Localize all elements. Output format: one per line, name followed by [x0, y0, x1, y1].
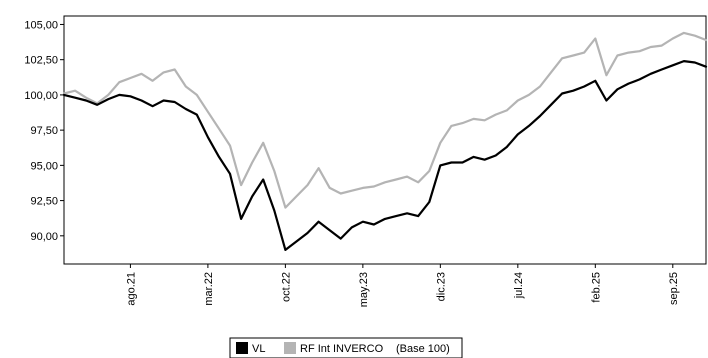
- legend-label-vl: VL: [252, 343, 265, 355]
- y-tick-label: 95,00: [30, 160, 58, 172]
- x-axis: ago.21 mar.22 oct.22 may.23 dic.23 jul.24 feb.…: [125, 264, 680, 307]
- y-tick-label: 90,00: [30, 231, 58, 243]
- plot-frame: [63, 15, 707, 265]
- x-tick-label: feb.25: [590, 272, 602, 303]
- x-tick-label: jul.24: [513, 272, 525, 299]
- y-tick-label: 105,00: [24, 19, 58, 31]
- x-tick-label: oct.22: [280, 272, 292, 302]
- plot-area: [62, 15, 708, 265]
- y-tick-label: 97,50: [30, 125, 58, 137]
- legend: VL RF Int INVERCO (Base 100): [229, 337, 463, 358]
- y-tick-label: 92,50: [30, 196, 58, 208]
- x-tick-label: dic.23: [435, 272, 447, 301]
- legend-swatch-vl: [236, 342, 248, 354]
- legend-swatch-rf-int-inverco: [284, 342, 296, 354]
- x-tick-label: sep.25: [668, 272, 680, 305]
- series-layer: [62, 31, 708, 251]
- y-axis: 105,00 102,50 100,00 97,50 95,00 92,50 90,00: [24, 19, 64, 243]
- x-tick-label: ago.21: [125, 272, 137, 306]
- series-line-rf-int-inverco: [62, 31, 708, 209]
- legend-note: (Base 100): [396, 343, 450, 355]
- x-tick-label: may.23: [358, 272, 370, 307]
- y-tick-label: 102,50: [24, 55, 58, 67]
- x-tick-label: mar.22: [203, 272, 215, 306]
- y-tick-label: 100,00: [24, 90, 58, 102]
- series-line-vl: [62, 59, 708, 251]
- legend-label-rf-int-inverco: RF Int INVERCO: [300, 343, 384, 355]
